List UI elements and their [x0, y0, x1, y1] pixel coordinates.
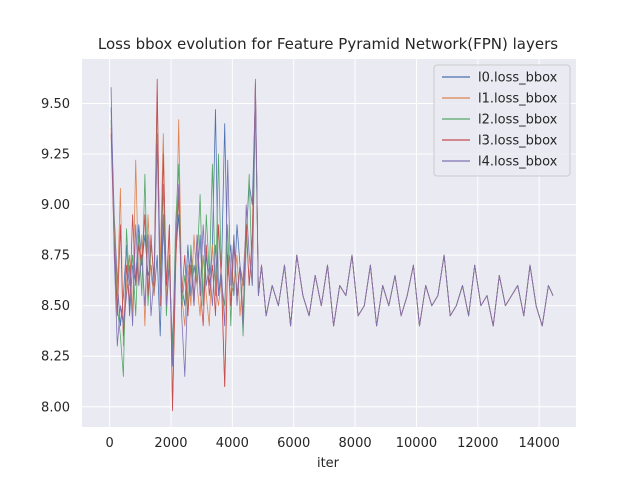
legend-label: l0.loss_bbox [478, 71, 558, 86]
legend-label: l3.loss_bbox [478, 134, 558, 149]
y-axis-ticks: 8.00 8.25 8.50 8.75 9.00 9.25 9.50 [41, 97, 70, 415]
y-tick-label: 8.00 [41, 400, 70, 415]
x-tick-label: 2000 [154, 436, 187, 451]
legend-label: l1.loss_bbox [478, 92, 558, 107]
x-axis-ticks: 0 2000 4000 6000 8000 10000 12000 14000 [105, 436, 559, 451]
x-tick-label: 4000 [216, 436, 249, 451]
y-tick-label: 9.25 [41, 148, 70, 163]
legend-label: l4.loss_bbox [478, 155, 558, 170]
series-line-l4-loss-bbox [110, 78, 554, 377]
y-tick-label: 9.00 [41, 198, 70, 213]
series-lines [110, 78, 554, 412]
chart-title: Loss bbox evolution for Feature Pyramid … [98, 35, 558, 53]
legend-label: l2.loss_bbox [478, 113, 558, 128]
x-tick-label: 12000 [457, 436, 498, 451]
x-tick-label: 8000 [339, 436, 372, 451]
legend-box [433, 64, 571, 177]
x-tick-label: 0 [105, 436, 113, 451]
x-axis-title: iter [317, 456, 340, 471]
y-tick-label: 8.25 [41, 350, 70, 365]
x-tick-label: 6000 [277, 436, 310, 451]
y-tick-label: 8.50 [41, 299, 70, 314]
y-tick-label: 8.75 [41, 249, 70, 264]
x-tick-label: 10000 [396, 436, 437, 451]
legend: l0.loss_bbox l1.loss_bbox l2.loss_bbox l3.l… [433, 64, 571, 177]
y-tick-label: 9.50 [41, 97, 70, 112]
x-tick-label: 14000 [519, 436, 560, 451]
